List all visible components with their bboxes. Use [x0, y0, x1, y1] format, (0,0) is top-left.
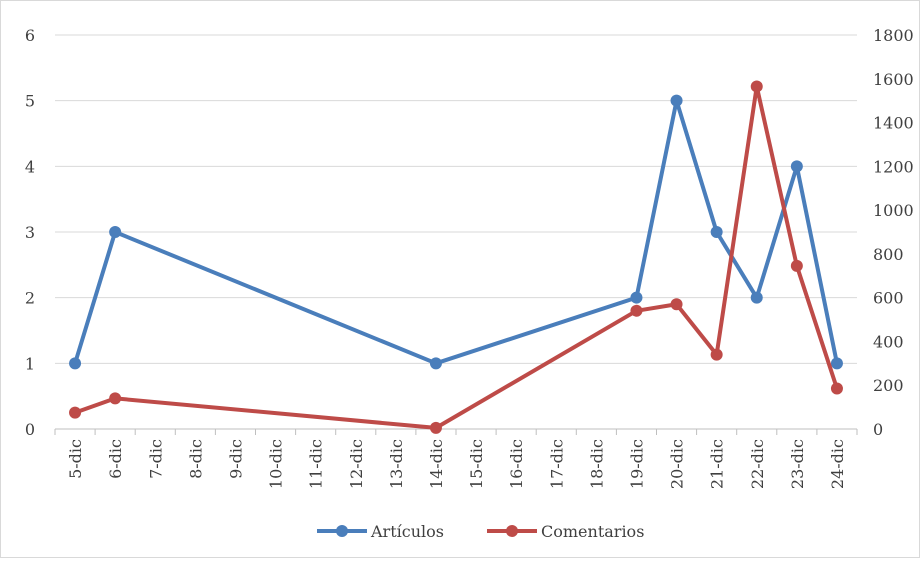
data-point	[109, 392, 122, 405]
legend-swatch-marker	[336, 525, 348, 537]
data-point	[790, 160, 803, 173]
x-tick-label: 21-dic	[708, 439, 727, 489]
x-tick-label: 16-dic	[507, 439, 526, 489]
x-tick-label: 17-dic	[547, 439, 566, 489]
legend-item: Artículos	[317, 522, 444, 541]
x-tick-label: 18-dic	[587, 439, 606, 489]
left-tick-label: 0	[25, 420, 35, 439]
data-point	[710, 226, 723, 238]
legend-item: Comentarios	[487, 522, 644, 541]
x-tick-label: 11-dic	[307, 439, 326, 489]
x-tick-label: 20-dic	[668, 439, 687, 489]
right-tick-label: 1800	[873, 26, 914, 45]
x-tick-label: 23-dic	[788, 439, 807, 489]
right-tick-label: 1200	[873, 157, 914, 176]
legend: Artículos Comentarios	[317, 522, 644, 541]
data-point	[750, 291, 763, 304]
x-tick-label: 9-dic	[226, 439, 245, 479]
x-tick-label: 14-dic	[427, 439, 446, 489]
data-point	[109, 226, 122, 238]
left-tick-label: 4	[25, 157, 35, 176]
data-point	[429, 421, 442, 434]
legend-label: Comentarios	[541, 522, 644, 541]
x-tick-label: 5-dic	[66, 439, 85, 479]
data-point	[69, 357, 82, 370]
data-point	[69, 406, 82, 419]
right-tick-label: 0	[873, 420, 883, 439]
x-tick-label: 22-dic	[748, 439, 767, 489]
data-point	[790, 259, 803, 272]
series-layer	[69, 80, 843, 434]
left-tick-label: 2	[25, 289, 35, 308]
legend-label: Artículos	[370, 522, 444, 541]
gridlines	[55, 34, 857, 364]
data-point	[429, 357, 442, 370]
x-tick-label: 13-dic	[387, 439, 406, 489]
series-line	[74, 84, 839, 430]
data-point	[830, 382, 843, 395]
x-tick-label: 7-dic	[146, 439, 165, 479]
data-point	[670, 94, 683, 107]
x-axis: 5-dic 6-dic 7-dic 8-dic 9-dic 10-dic 11-dic 12-…	[54, 428, 858, 489]
right-tick-label: 600	[873, 289, 904, 308]
data-point	[710, 348, 723, 361]
right-tick-label: 1400	[873, 114, 914, 133]
x-tick-label: 8-dic	[186, 439, 205, 479]
data-point	[830, 357, 843, 370]
left-tick-label: 1	[25, 354, 35, 373]
data-point	[630, 304, 643, 317]
right-tick-label: 400	[873, 332, 904, 351]
right-tick-label: 200	[873, 376, 904, 395]
x-tick-label: 6-dic	[106, 439, 125, 479]
series-comentarios	[69, 80, 843, 434]
right-tick-label: 800	[873, 245, 904, 264]
data-point	[750, 80, 763, 93]
right-tick-label: 1600	[873, 70, 914, 89]
x-tick-label: 15-dic	[467, 439, 486, 489]
x-tick-label: 19-dic	[627, 439, 646, 489]
right-y-axis: 0 200 400 600 800 1000 1200 1400 1600 1800	[873, 26, 914, 439]
x-tick-label: 12-dic	[347, 439, 366, 489]
legend-swatch-marker	[506, 525, 518, 537]
x-tick-label: 10-dic	[267, 439, 286, 489]
left-tick-label: 6	[25, 26, 35, 45]
left-tick-label: 3	[25, 223, 35, 242]
data-point	[670, 298, 683, 311]
left-y-axis: 0 1 2 3 4 5 6	[25, 26, 35, 439]
left-tick-label: 5	[25, 92, 35, 111]
x-tick-label: 24-dic	[828, 439, 847, 489]
right-tick-label: 1000	[873, 201, 914, 220]
data-point	[630, 291, 643, 304]
